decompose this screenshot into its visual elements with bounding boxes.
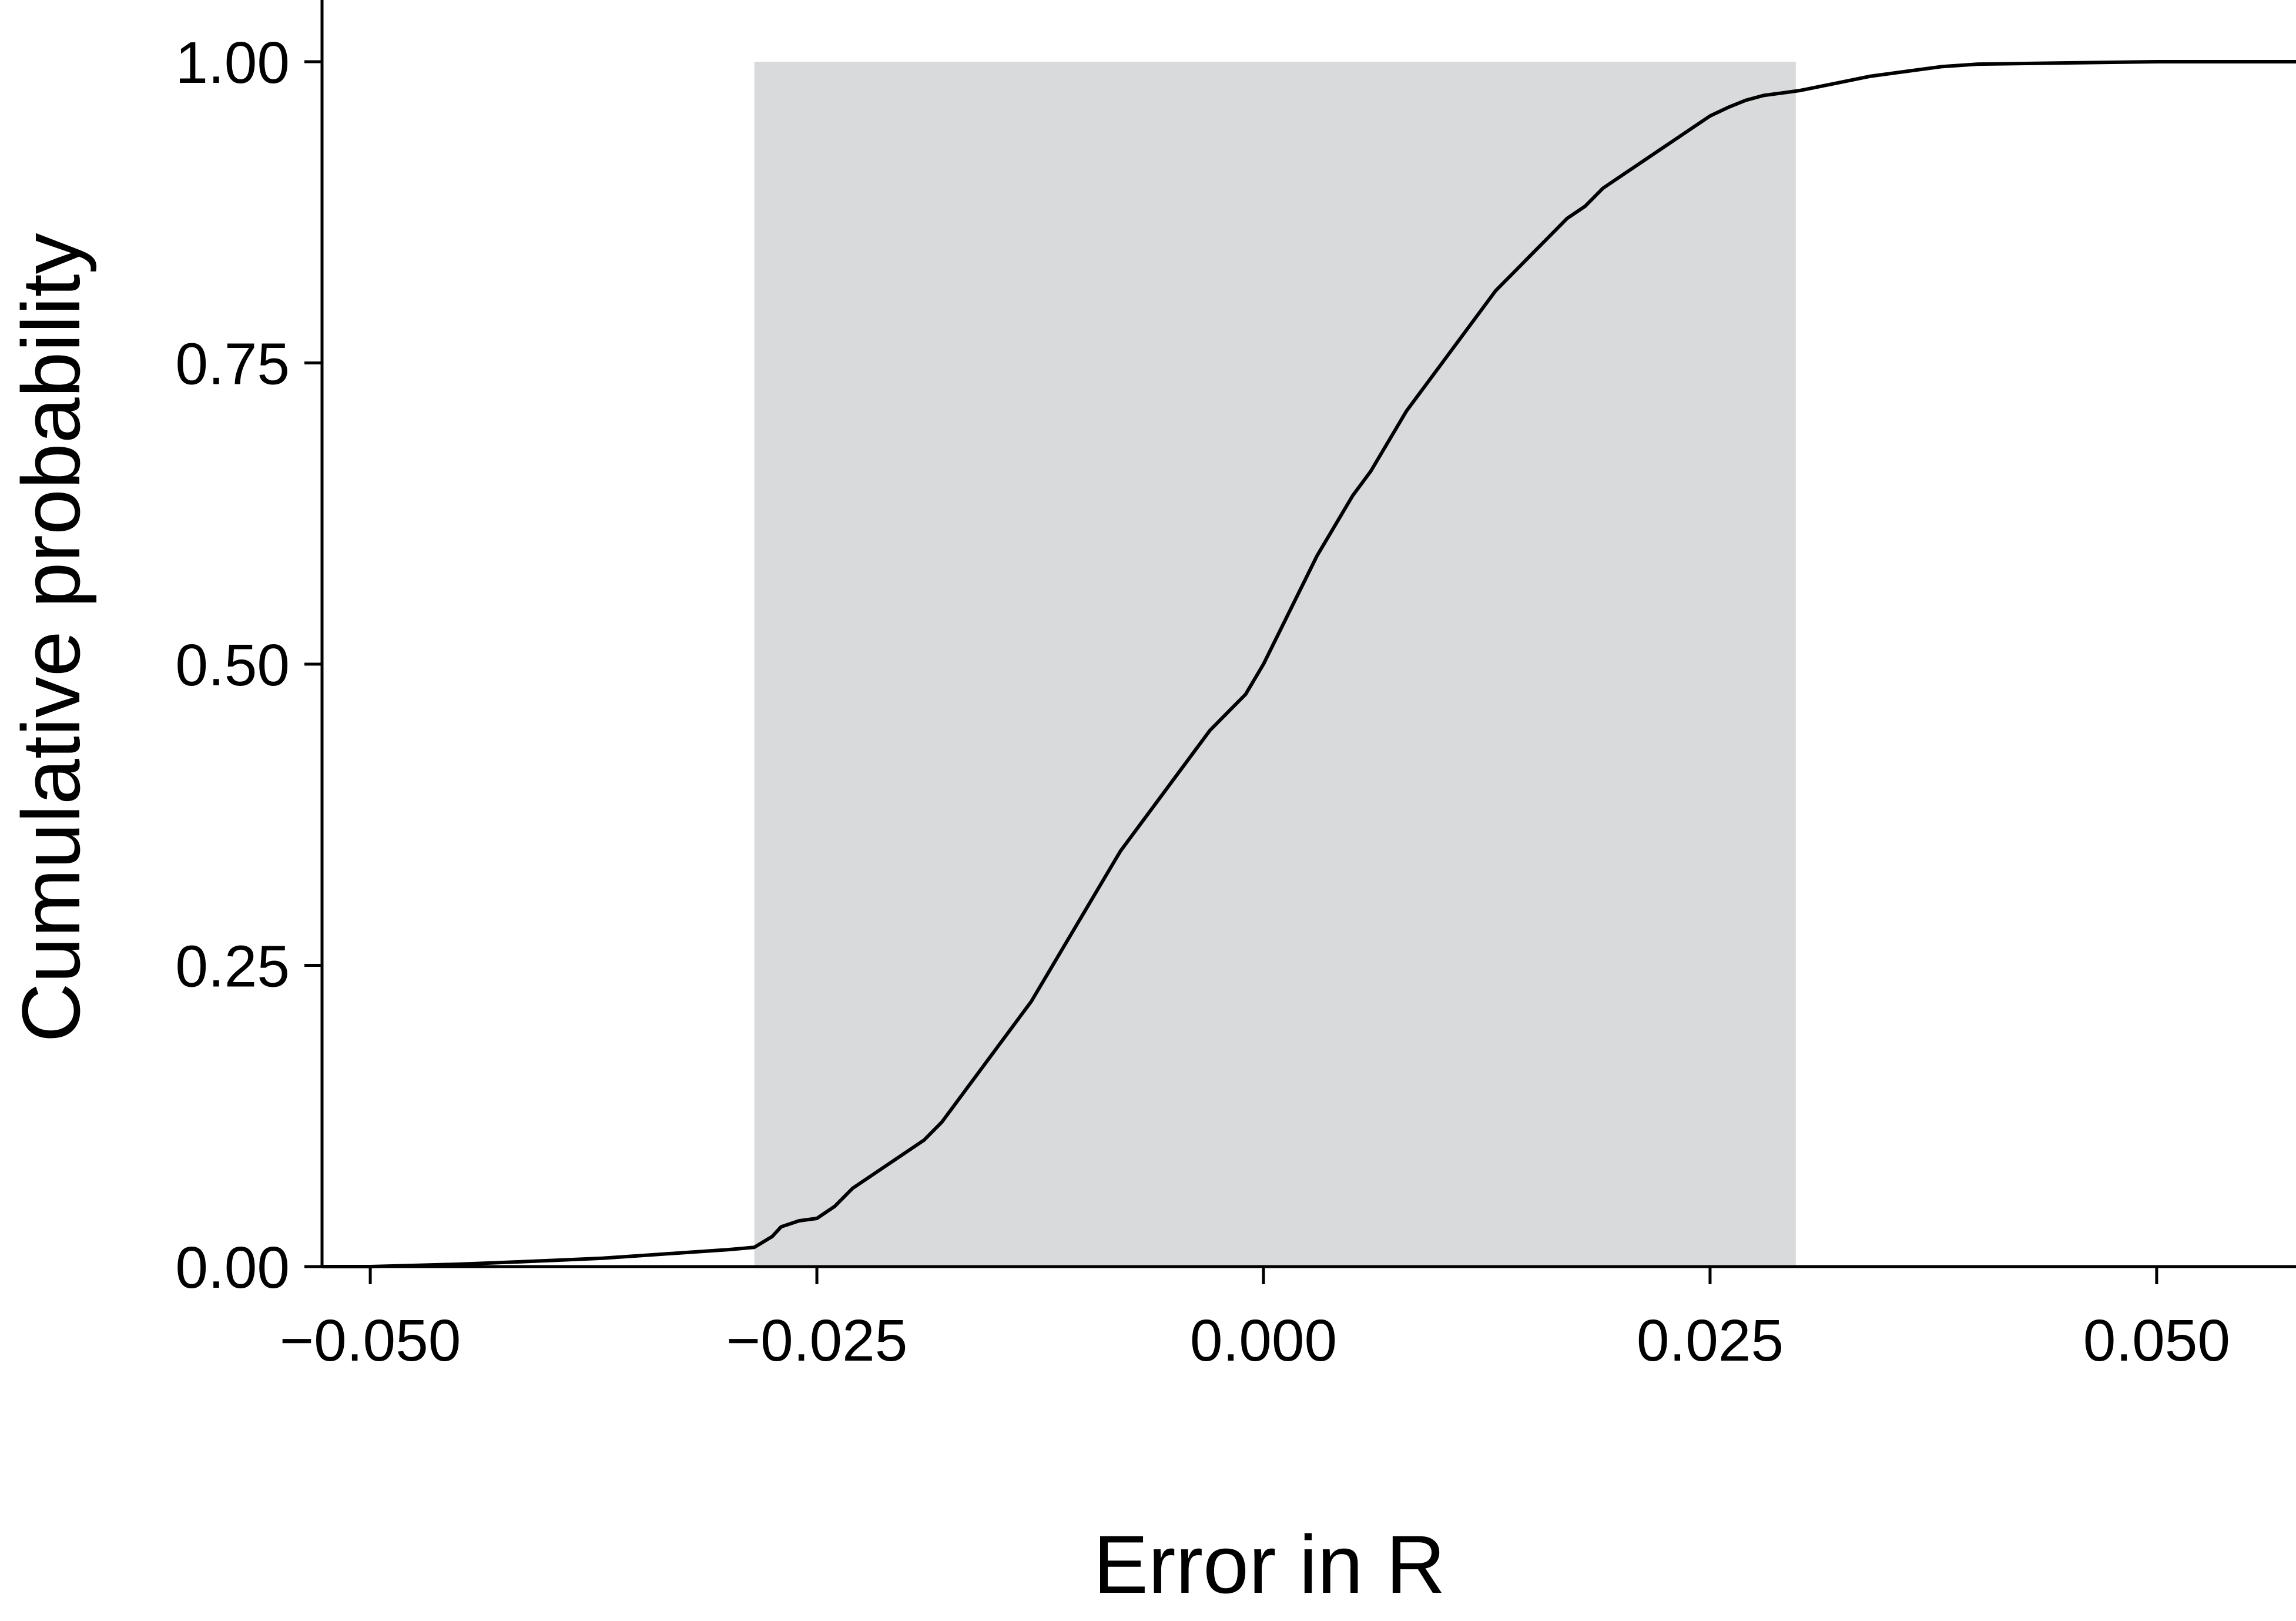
y-tick-label: 1.00	[175, 30, 290, 96]
y-axis-title: Cumulative probability	[5, 233, 97, 1042]
x-tick-label: 0.050	[2083, 1308, 2230, 1374]
y-tick-label: 0.00	[175, 1235, 290, 1301]
x-tick-label: 0.000	[1190, 1308, 1337, 1374]
x-tick-label: −0.050	[280, 1308, 461, 1374]
x-ticks: −0.050 −0.025 0.000 0.025 0.050	[280, 1267, 2230, 1374]
x-tick-label: 0.025	[1637, 1308, 1784, 1374]
y-tick-label: 0.25	[175, 934, 290, 1000]
cdf-line	[322, 60, 2296, 1268]
shaded-region	[754, 62, 1796, 1267]
x-tick-label: −0.025	[726, 1308, 908, 1374]
x-axis-title: Error in R	[1094, 1518, 1446, 1610]
y-tick-label: 0.50	[175, 632, 290, 698]
y-tick-label: 0.75	[175, 331, 290, 397]
y-ticks: 0.00 0.25 0.50 0.75 1.00	[175, 30, 322, 1301]
